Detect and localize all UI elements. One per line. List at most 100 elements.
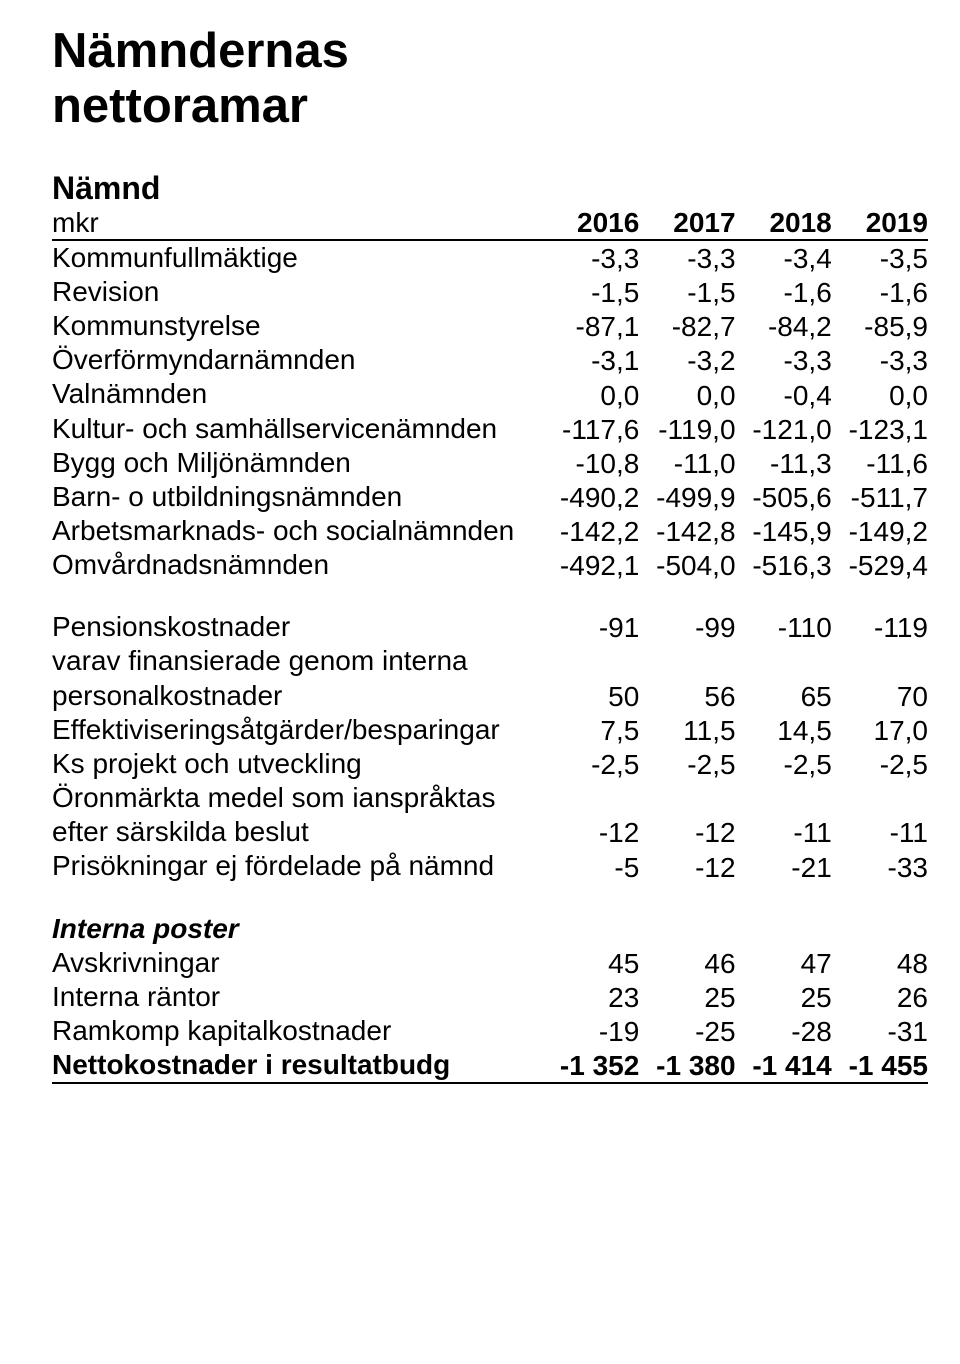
- row-value: -492,1: [543, 548, 639, 582]
- table-spacer: [52, 884, 928, 912]
- header-label: Nämnd: [52, 170, 543, 207]
- row-value: 23: [543, 980, 639, 1014]
- budget-table: Nämnd mkr 2016 2017 2018 2019 Kommunfull…: [52, 170, 928, 1085]
- row-label: Avskrivningar: [52, 946, 543, 980]
- row-value: -499,9: [639, 480, 735, 514]
- table-row: Omvårdnadsnämnden -492,1 -504,0 -516,3 -…: [52, 548, 928, 582]
- row-label: Arbetsmarknads- och socialnämnden: [52, 514, 543, 548]
- row-value: 25: [639, 980, 735, 1014]
- table-row: Prisökningar ej fördelade på nämnd -5 -1…: [52, 849, 928, 883]
- header-year-2: 2017: [639, 170, 735, 240]
- row-label: Kultur- och samhällservicenämnden: [52, 412, 543, 446]
- row-value: -3,3: [543, 240, 639, 275]
- row-value: -1,6: [736, 275, 832, 309]
- row-label: Kommunfullmäktige: [52, 240, 543, 275]
- row-label: Valnämnden: [52, 377, 543, 411]
- row-label: Interna räntor: [52, 980, 543, 1014]
- row-value: -121,0: [736, 412, 832, 446]
- row-value: -11,3: [736, 446, 832, 480]
- row-value: 17,0: [832, 713, 928, 747]
- section-header-row: Interna poster: [52, 912, 928, 946]
- row-value: -1,6: [832, 275, 928, 309]
- total-value: -1 380: [639, 1048, 735, 1083]
- row-value: -110: [736, 610, 832, 644]
- row-value: -11: [832, 781, 928, 849]
- row-value: -490,2: [543, 480, 639, 514]
- row-value: -5: [543, 849, 639, 883]
- row-label: Omvårdnadsnämnden: [52, 548, 543, 582]
- table-row: Barn- o utbildningsnämnden -490,2 -499,9…: [52, 480, 928, 514]
- row-label: Prisökningar ej fördelade på nämnd: [52, 849, 543, 883]
- table-row: Öronmärkta medel som ianspråktas efter s…: [52, 781, 928, 849]
- table-row: Arbetsmarknads- och socialnämnden -142,2…: [52, 514, 928, 548]
- table-row: Bygg och Miljönämnden -10,8 -11,0 -11,3 …: [52, 446, 928, 480]
- row-value: 48: [832, 946, 928, 980]
- total-row: Nettokostnader i resultatbudg -1 352 -1 …: [52, 1048, 928, 1083]
- row-label: Ks projekt och utveckling: [52, 747, 543, 781]
- row-label: Öronmärkta medel som ianspråktas efter s…: [52, 781, 543, 849]
- row-value: -142,8: [639, 514, 735, 548]
- row-value: 26: [832, 980, 928, 1014]
- row-value: -11: [736, 781, 832, 849]
- row-value: 65: [736, 644, 832, 712]
- row-label: Ramkomp kapitalkostnader: [52, 1014, 543, 1048]
- row-value: 70: [832, 644, 928, 712]
- row-value: -142,2: [543, 514, 639, 548]
- row-value: -82,7: [639, 309, 735, 343]
- row-value: -149,2: [832, 514, 928, 548]
- row-value: -3,1: [543, 343, 639, 377]
- row-value: -28: [736, 1014, 832, 1048]
- row-value: -516,3: [736, 548, 832, 582]
- row-value: -119: [832, 610, 928, 644]
- table-row: Valnämnden 0,0 0,0 -0,4 0,0: [52, 377, 928, 411]
- total-value: -1 414: [736, 1048, 832, 1083]
- table-spacer: [52, 582, 928, 610]
- row-value: 46: [639, 946, 735, 980]
- row-value: -2,5: [832, 747, 928, 781]
- row-value: -3,3: [639, 240, 735, 275]
- row-value: -2,5: [736, 747, 832, 781]
- row-value: 0,0: [543, 377, 639, 411]
- row-value: 50: [543, 644, 639, 712]
- total-value: -1 352: [543, 1048, 639, 1083]
- table-row: Pensionskostnader -91 -99 -110 -119: [52, 610, 928, 644]
- section-label: Interna poster: [52, 912, 543, 946]
- row-value: -12: [639, 849, 735, 883]
- table-row: varav finansierade genom interna persona…: [52, 644, 928, 712]
- table-row: Överförmyndarnämnden -3,1 -3,2 -3,3 -3,3: [52, 343, 928, 377]
- row-label: Överförmyndarnämnden: [52, 343, 543, 377]
- row-value: 7,5: [543, 713, 639, 747]
- table-row: Interna räntor 23 25 25 26: [52, 980, 928, 1014]
- header-label-cell: Nämnd mkr: [52, 170, 543, 240]
- table-header-row: Nämnd mkr 2016 2017 2018 2019: [52, 170, 928, 240]
- row-label: Barn- o utbildningsnämnden: [52, 480, 543, 514]
- row-value: -511,7: [832, 480, 928, 514]
- row-value: 0,0: [639, 377, 735, 411]
- total-value: -1 455: [832, 1048, 928, 1083]
- row-value: -3,3: [736, 343, 832, 377]
- row-value: -99: [639, 610, 735, 644]
- row-label: varav finansierade genom interna persona…: [52, 644, 543, 712]
- row-value: -2,5: [639, 747, 735, 781]
- row-value: 45: [543, 946, 639, 980]
- row-value: -12: [543, 781, 639, 849]
- header-sub-label: mkr: [52, 207, 543, 239]
- row-value: -33: [832, 849, 928, 883]
- row-label: Revision: [52, 275, 543, 309]
- row-value: 14,5: [736, 713, 832, 747]
- row-value: -11,6: [832, 446, 928, 480]
- row-value: -123,1: [832, 412, 928, 446]
- row-value: -1,5: [639, 275, 735, 309]
- row-value: -91: [543, 610, 639, 644]
- title-line-2: nettoramar: [52, 79, 308, 133]
- table-row: Revision -1,5 -1,5 -1,6 -1,6: [52, 275, 928, 309]
- table-row: Kultur- och samhällservicenämnden -117,6…: [52, 412, 928, 446]
- row-value: -87,1: [543, 309, 639, 343]
- row-value: 0,0: [832, 377, 928, 411]
- row-value: -119,0: [639, 412, 735, 446]
- row-value: -3,5: [832, 240, 928, 275]
- header-year-3: 2018: [736, 170, 832, 240]
- row-value: -0,4: [736, 377, 832, 411]
- row-value: -3,4: [736, 240, 832, 275]
- row-value: -3,2: [639, 343, 735, 377]
